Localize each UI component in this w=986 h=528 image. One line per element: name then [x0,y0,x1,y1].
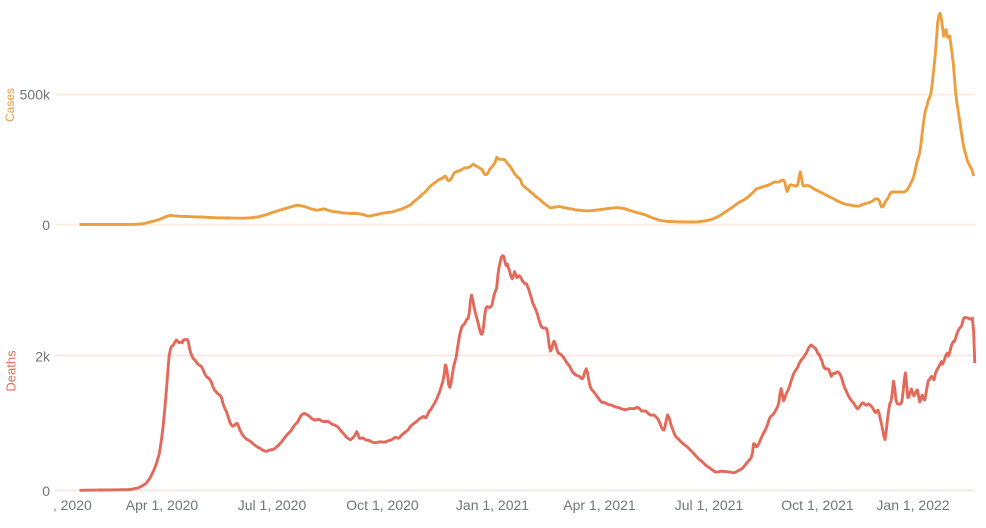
svg-text:Oct 1, 2020: Oct 1, 2020 [346,497,419,513]
svg-text:Jul 1, 2021: Jul 1, 2021 [675,497,744,513]
svg-text:500k: 500k [20,87,51,103]
svg-text:Jan 1, 2022: Jan 1, 2022 [876,497,949,513]
svg-text:0: 0 [42,483,50,499]
svg-text:Cases: Cases [3,88,17,122]
svg-text:Deaths: Deaths [4,350,19,392]
svg-text:0: 0 [42,217,50,233]
svg-text:Jul 1, 2020: Jul 1, 2020 [238,497,307,513]
svg-text:Jan 1, 2021: Jan 1, 2021 [456,497,529,513]
svg-text:Apr 1, 2020: Apr 1, 2020 [126,497,199,513]
svg-text:Oct 1, 2021: Oct 1, 2021 [781,497,854,513]
svg-text:2k: 2k [35,348,51,364]
svg-text:Apr 1, 2021: Apr 1, 2021 [563,497,636,513]
svg-text:Jan 1, 2020: Jan 1, 2020 [19,497,92,513]
